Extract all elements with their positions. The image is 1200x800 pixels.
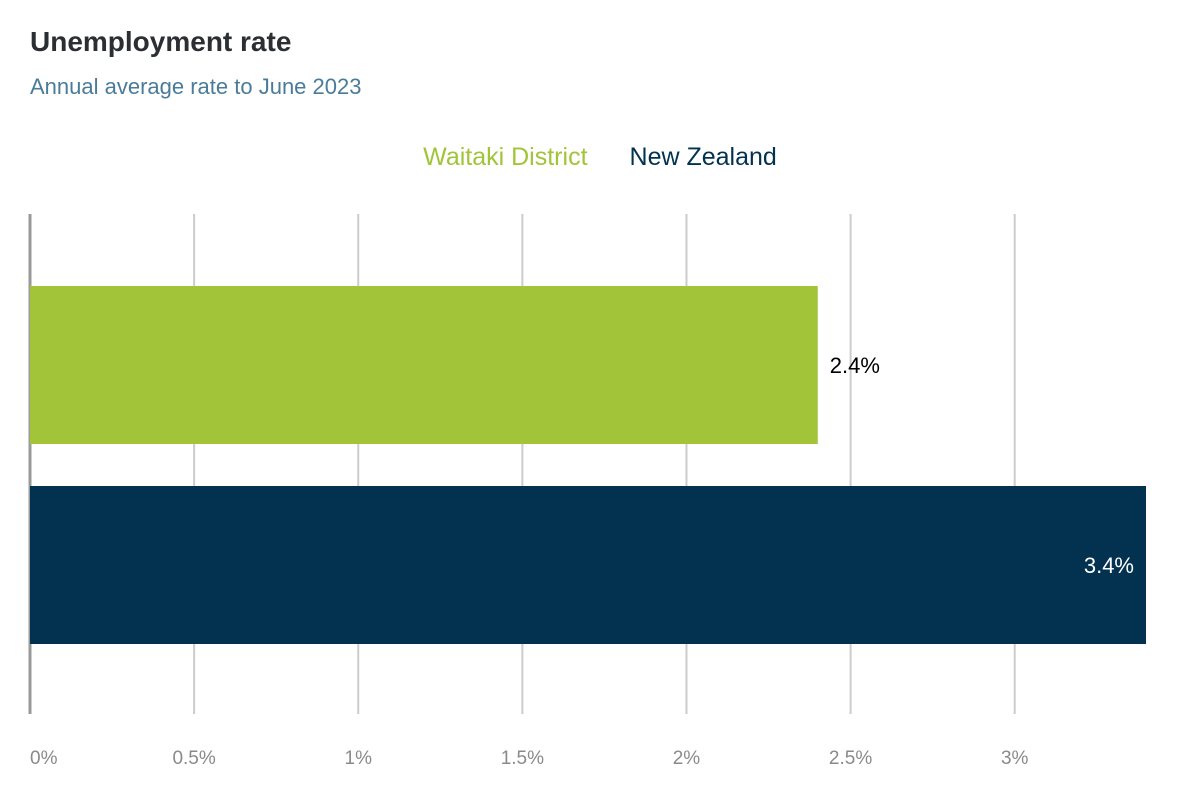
legend-item-waitaki-district[interactable]: Waitaki District: [423, 143, 588, 171]
x-tick-label: 3%: [1001, 748, 1029, 769]
bar-waitaki-district[interactable]: [30, 286, 818, 444]
bar-new-zealand[interactable]: [30, 486, 1146, 644]
x-tick-label: 2.5%: [829, 748, 872, 769]
bar-value-label: 2.4%: [830, 353, 880, 378]
x-tick-label: 1.5%: [501, 748, 544, 769]
legend-item-new-zealand[interactable]: New Zealand: [629, 143, 777, 171]
chart-legend: Waitaki District New Zealand: [0, 143, 1200, 172]
x-tick-label: 0%: [30, 748, 58, 769]
x-axis: 0% 0.5% 1% 1.5% 2% 2.5% 3%: [30, 748, 1029, 769]
bar-value-label: 3.4%: [1084, 553, 1134, 578]
x-tick-label: 0.5%: [172, 748, 215, 769]
chart-title: Unemployment rate: [30, 26, 292, 57]
x-tick-label: 2%: [673, 748, 701, 769]
chart-subtitle: Annual average rate to June 2023: [30, 74, 362, 99]
x-tick-label: 1%: [345, 748, 373, 769]
bars: 2.4% 3.4%: [30, 286, 1146, 644]
